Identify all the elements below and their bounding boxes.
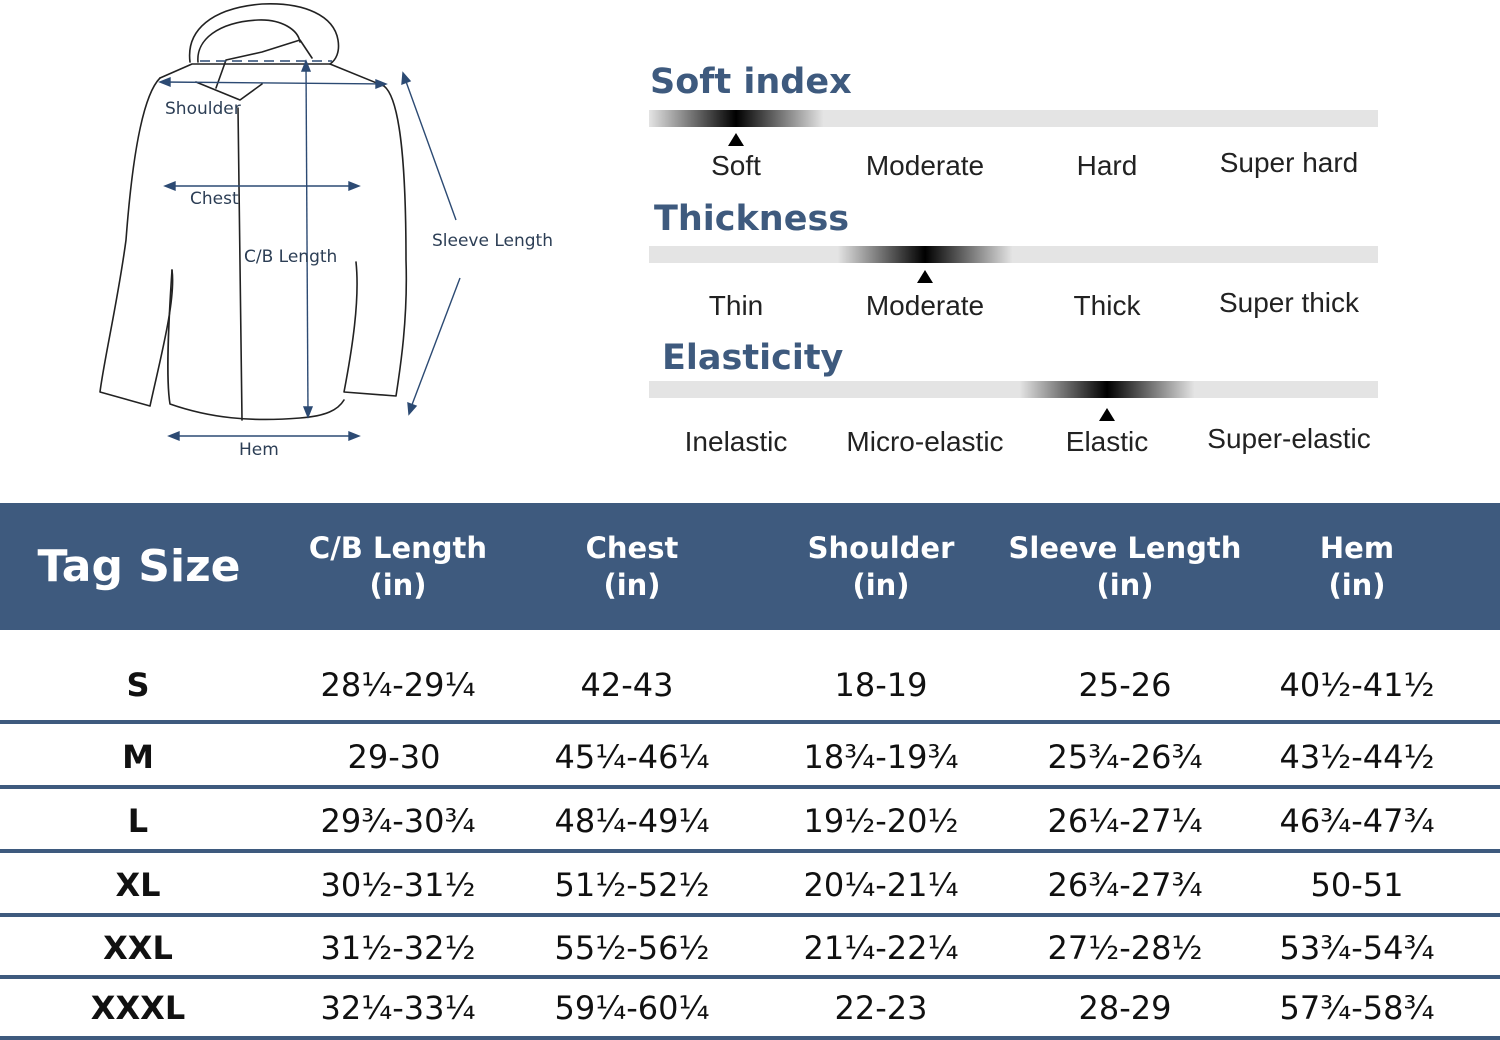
soft-index-option: Soft [711,150,761,181]
cb-length-cell: 29¾-30¾ [320,802,476,840]
size-cell: L [127,802,149,840]
soft-index-marker [728,133,744,146]
shoulder-cell: 18¾-19¾ [803,737,959,776]
column-unit: (in) [1096,567,1154,602]
table-row: XXXL 32¼-33¼ 59¼-60¼ 22-23 28-29 57¾-58¾ [0,979,1500,1036]
table-row: L 29¾-30¾ 48¼-49¼ 19½-20½ 26¼-27¼ 46¾-47… [0,790,1500,852]
row-divider [0,975,1500,979]
shoulder-label: Shoulder [165,99,241,119]
row-divider [0,913,1500,917]
hem-cell: 46¾-47¾ [1279,802,1435,840]
size-cell: M [122,737,154,776]
hem-cell: 57¾-58¾ [1279,988,1435,1027]
chest-cell: 55½-56½ [554,929,710,967]
sleeve-length-cell: 25¾-26¾ [1047,737,1203,776]
column-unit: (in) [369,567,427,602]
cb-length-cell: 32¼-33¼ [320,988,476,1027]
size-cell: S [126,666,150,704]
hem-cell: 43½-44½ [1279,737,1435,776]
table-row: S 28¼-29¼ 42-43 18-19 25-26 40½-41½ [0,648,1500,722]
thickness-option: Thick [1073,290,1141,321]
size-table-header: Tag Size C/B Length (in) Chest (in) Should… [0,503,1500,630]
shoulder-cell: 21¼-22¼ [803,929,959,967]
hem-cell: 40½-41½ [1279,666,1435,704]
soft-index-option: Hard [1076,150,1138,181]
column-name: Shoulder [807,530,955,565]
size-cell: XXL [103,929,173,967]
chest-cell: 59¼-60¼ [554,988,710,1027]
thickness-bar [649,246,1378,263]
elasticity-title: Elasticity [662,338,844,378]
thickness-title: Thickness [654,199,850,239]
elasticity-option: Inelastic [684,426,788,457]
chest-cell: 45¼-46¼ [554,737,710,776]
chest-label: Chest [190,189,239,209]
sleeve-length-cell: 25-26 [1078,666,1172,704]
table-row: M 29-30 45¼-46¼ 18¾-19¾ 25¾-26¾ 43½-44½ [0,725,1500,788]
shoulder-cell: 20¼-21¼ [803,866,959,904]
soft-index-option: Moderate [865,150,985,181]
row-divider [0,1036,1500,1040]
thickness-marker [917,270,933,283]
sleeve-length-column-header: Sleeve Length (in) [1005,503,1245,630]
thickness-option: Thin [708,290,764,321]
thickness-option: Moderate [865,290,985,321]
column-unit: (in) [1328,567,1386,602]
chest-cell: 51½-52½ [554,866,710,904]
jacket-measurement-diagram: Shoulder Chest C/B Length Sleeve Length … [0,0,600,490]
sleeve-length-label: Sleeve Length [432,231,553,251]
soft-index-bar [649,110,1378,127]
column-name: C/B Length [308,530,488,565]
elasticity-marker [1099,408,1115,421]
column-name: Sleeve Length [1008,530,1242,565]
chest-cell: 48¼-49¼ [554,802,710,840]
row-divider [0,785,1500,789]
hem-label: Hem [239,440,279,460]
cb-length-column-header: C/B Length (in) [288,503,508,630]
chest-cell: 42-43 [580,666,674,704]
table-row: XL 30½-31½ 51½-52½ 20¼-21¼ 26¾-27¾ 50-51 [0,854,1500,916]
sleeve-length-cell: 28-29 [1078,988,1172,1027]
hem-column-header: Hem (in) [1247,503,1467,630]
row-divider [0,720,1500,724]
jacket-outline-illustration [99,3,461,442]
shoulder-cell: 22-23 [834,988,928,1027]
size-cell: XXXL [90,988,186,1027]
elasticity-bar [649,381,1378,398]
chest-column-header: Chest (in) [522,503,742,630]
soft-index-option: Super hard [1219,147,1359,178]
sleeve-length-cell: 26¾-27¾ [1047,866,1203,904]
cb-length-label: C/B Length [244,247,338,267]
soft-index-title: Soft index [650,62,852,102]
shoulder-column-header: Shoulder (in) [771,503,991,630]
cb-length-cell: 28¼-29¼ [320,666,476,704]
column-unit: (in) [852,567,910,602]
shoulder-cell: 18-19 [834,666,928,704]
thickness-option: Super thick [1218,287,1360,318]
row-divider [0,849,1500,853]
tag-size-header: Tag Size [37,541,241,592]
column-name: Hem [1319,530,1395,565]
hem-cell: 53¾-54¾ [1279,929,1435,967]
cb-length-cell: 30½-31½ [320,866,476,904]
cb-length-cell: 29-30 [347,737,441,776]
shoulder-cell: 19½-20½ [803,802,959,840]
cb-length-cell: 31½-32½ [320,929,476,967]
size-cell: XL [115,866,161,904]
table-row: XXL 31½-32½ 55½-56½ 21¼-22¼ 27½-28½ 53¾-… [0,918,1500,978]
sleeve-length-cell: 27½-28½ [1047,929,1203,967]
elasticity-option: Super-elastic [1207,423,1371,454]
column-name: Chest [585,530,679,565]
elasticity-option: Elastic [1065,426,1149,457]
elasticity-option: Micro-elastic [846,426,1004,457]
column-unit: (in) [603,567,661,602]
hem-cell: 50-51 [1310,866,1404,904]
sleeve-length-cell: 26¼-27¼ [1047,802,1203,840]
